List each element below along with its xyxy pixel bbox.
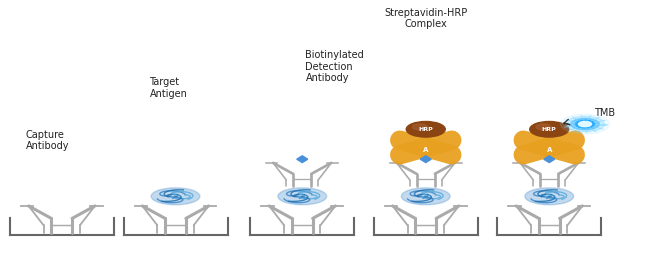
Text: Biotinylated
Detection
Antibody: Biotinylated Detection Antibody (306, 50, 364, 83)
Circle shape (406, 121, 445, 137)
Text: TMB: TMB (594, 108, 615, 118)
Text: Target
Antigen: Target Antigen (150, 77, 187, 99)
Circle shape (413, 124, 427, 130)
Polygon shape (297, 156, 307, 162)
Text: Streptavidin-HRP
Complex: Streptavidin-HRP Complex (384, 8, 467, 29)
Text: HRP: HRP (419, 127, 433, 132)
Circle shape (566, 116, 604, 132)
Circle shape (560, 114, 610, 134)
Ellipse shape (402, 188, 450, 205)
Circle shape (530, 121, 569, 137)
Text: A: A (423, 147, 428, 153)
Ellipse shape (151, 188, 200, 205)
Polygon shape (421, 156, 431, 162)
Circle shape (536, 124, 551, 130)
Ellipse shape (278, 188, 326, 205)
Circle shape (578, 121, 592, 127)
Circle shape (575, 120, 595, 128)
Circle shape (571, 118, 599, 130)
Text: HRP: HRP (542, 127, 556, 132)
Polygon shape (544, 156, 554, 162)
Text: Capture
Antibody: Capture Antibody (26, 129, 70, 151)
Text: A: A (547, 147, 552, 153)
Ellipse shape (525, 188, 573, 205)
